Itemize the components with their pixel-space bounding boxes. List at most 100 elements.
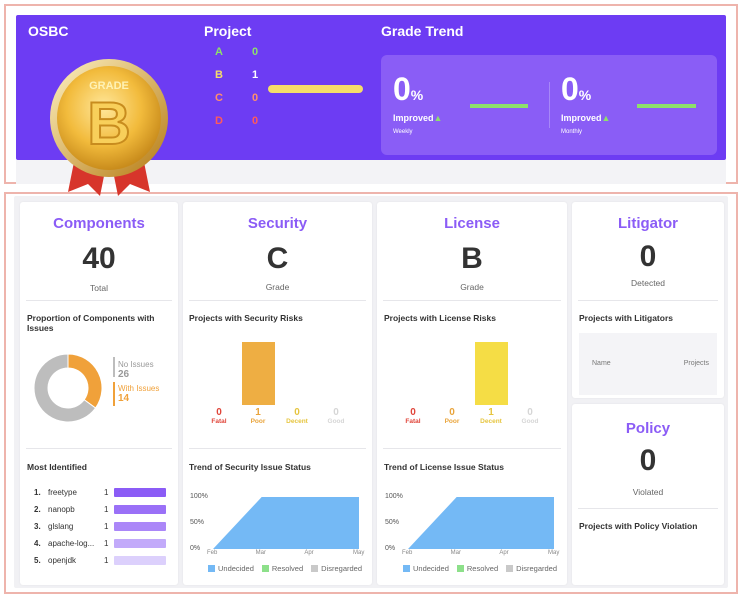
- components-title: Components: [53, 215, 145, 232]
- weekly-unit: %: [410, 87, 424, 103]
- policy-projects-label: Projects with Policy Violation: [579, 521, 698, 531]
- monthly-improved-label: Improved: [561, 113, 602, 123]
- monthly-value: 0: [561, 71, 579, 107]
- rank-number: 5.: [34, 556, 41, 565]
- legend-label-disregarded[interactable]: Disregarded: [516, 564, 557, 573]
- risk-label-poor: 1 Poor: [238, 407, 278, 425]
- org-name: OSBC: [28, 23, 69, 39]
- y-tick: 100%: [190, 493, 208, 500]
- litigator-col-name: Name: [592, 360, 611, 367]
- policy-count-label: Violated: [632, 487, 664, 497]
- component-count: 1: [104, 522, 109, 531]
- rank-number: 3.: [34, 522, 41, 531]
- litigator-count-label: Detected: [630, 278, 666, 288]
- security-grade-label: Grade: [265, 282, 290, 292]
- legend-label-disregarded[interactable]: Disregarded: [321, 564, 362, 573]
- grade-b-label: B: [215, 69, 223, 81]
- component-bar: [114, 488, 166, 497]
- risk-count: 1: [255, 407, 261, 418]
- grade-d-count: 0: [252, 115, 259, 127]
- risk-category: Good: [327, 418, 345, 425]
- risk-label-fatal: 0 Fatal: [199, 407, 239, 425]
- donut-slice-no-issues: [33, 353, 97, 423]
- up-arrow-icon: ▲: [601, 113, 611, 123]
- risk-count: 0: [449, 407, 455, 418]
- up-arrow-icon: ▲: [433, 113, 443, 123]
- monthly-trend: 0% Improved▲ Monthly: [561, 73, 610, 135]
- policy-count: 0: [639, 444, 657, 477]
- risk-count: 1: [488, 407, 494, 418]
- risk-category: Fatal: [211, 418, 227, 425]
- security-trend-label: Trend of Security Issue Status: [189, 462, 311, 472]
- litigator-table: Name Projects: [579, 333, 717, 395]
- risk-category: Poor: [444, 418, 460, 425]
- undecided-area: [213, 497, 359, 549]
- monthly-trend-line: [637, 104, 696, 108]
- no-issues-label: No Issues: [118, 360, 154, 369]
- divider: [26, 448, 172, 449]
- risk-bar-poor: [241, 342, 275, 405]
- rank-number: 1.: [34, 488, 41, 497]
- risk-label-decent: 1 Decent: [471, 407, 511, 425]
- license-title: License: [444, 215, 500, 232]
- litigator-col-projects: Projects: [683, 360, 709, 367]
- component-name: openjdk: [48, 556, 77, 565]
- x-tick: May: [548, 550, 560, 556]
- risk-category: Decent: [286, 418, 308, 425]
- with-issues-marker: [113, 382, 115, 406]
- legend-label-undecided[interactable]: Undecided: [413, 564, 449, 573]
- risk-category: Poor: [250, 418, 266, 425]
- y-tick: 50%: [190, 519, 205, 526]
- no-issues-marker: [113, 357, 115, 377]
- x-tick: Apr: [499, 550, 509, 556]
- risk-label-good: 0 Good: [510, 407, 550, 425]
- divider: [26, 300, 172, 301]
- litigator-title: Litigator: [618, 215, 678, 232]
- x-tick: Feb: [207, 550, 218, 556]
- y-tick: 0%: [385, 545, 396, 552]
- risk-label-poor: 0 Poor: [432, 407, 472, 425]
- component-count: 1: [104, 505, 109, 514]
- risk-category: Good: [521, 418, 539, 425]
- component-bar: [114, 505, 166, 514]
- component-name: glslang: [48, 522, 74, 531]
- litigator-count: 0: [639, 240, 657, 273]
- risk-label-good: 0 Good: [316, 407, 356, 425]
- divider: [578, 300, 718, 301]
- grade-a-label: A: [215, 46, 223, 58]
- risk-category: Decent: [480, 418, 502, 425]
- y-tick: 50%: [385, 519, 400, 526]
- with-issues-label: With Issues: [118, 384, 160, 393]
- policy-title: Policy: [625, 420, 671, 437]
- trend-divider: [549, 82, 550, 128]
- license-grade-label: Grade: [460, 282, 484, 292]
- weekly-trend-line: [470, 104, 528, 108]
- legend-label-resolved[interactable]: Resolved: [271, 564, 304, 573]
- component-bar: [114, 539, 166, 548]
- weekly-value: 0: [393, 71, 411, 107]
- divider: [189, 300, 366, 301]
- security-title: Security: [247, 215, 308, 232]
- risk-count: 0: [527, 407, 533, 418]
- with-issues-value: 14: [118, 393, 130, 404]
- weekly-trend: 0% Improved▲ Weekly: [393, 73, 442, 135]
- component-name: nanopb: [48, 505, 75, 514]
- license-trend-label: Trend of License Issue Status: [384, 462, 504, 472]
- components-card: Components 40 Total Proportion of Compon…: [20, 202, 178, 585]
- legend-label-undecided[interactable]: Undecided: [218, 564, 254, 573]
- legend-label-resolved[interactable]: Resolved: [466, 564, 499, 573]
- legend-swatch-resolved: [456, 565, 464, 572]
- monthly-period: Monthly: [561, 129, 583, 135]
- weekly-improved-label: Improved: [393, 113, 434, 123]
- divider: [383, 300, 561, 301]
- risk-count: 0: [216, 407, 222, 418]
- security-risks-label: Projects with Security Risks: [189, 313, 303, 323]
- rank-number: 2.: [34, 505, 41, 514]
- grade-b-count: 1: [252, 69, 259, 81]
- most-identified-label: Most Identified: [27, 462, 87, 472]
- grade-c-count: 0: [252, 92, 259, 104]
- risk-label-decent: 0 Decent: [277, 407, 317, 425]
- component-name: freetype: [48, 488, 77, 497]
- y-tick: 0%: [190, 545, 201, 552]
- x-tick: May: [353, 550, 365, 556]
